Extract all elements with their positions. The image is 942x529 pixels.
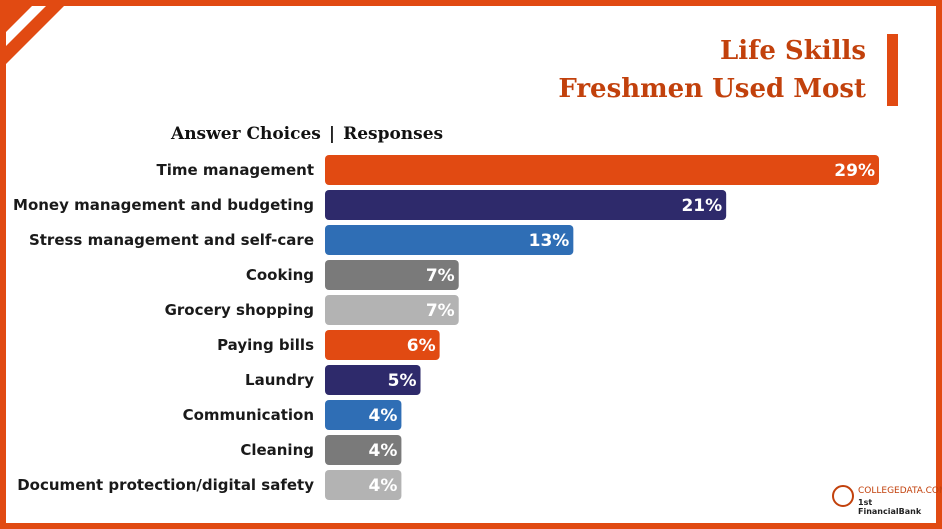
- bar-6: [325, 365, 421, 395]
- bar-2: [325, 225, 574, 255]
- value-label-5: 6%: [407, 336, 436, 356]
- category-label-7: Communication: [183, 406, 314, 424]
- value-label-8: 4%: [369, 441, 398, 461]
- category-label-9: Document protection/digital safety: [17, 476, 314, 494]
- bar-0: [325, 155, 879, 185]
- category-label-5: Paying bills: [217, 336, 314, 354]
- value-label-1: 21%: [681, 196, 722, 216]
- seal-icon: [832, 485, 854, 507]
- title-line-2: Freshmen Used Most: [558, 74, 866, 104]
- value-label-3: 7%: [426, 266, 455, 286]
- value-label-9: 4%: [369, 476, 398, 496]
- logo-collegedata: COLLEGEDATA.COM: [858, 486, 942, 496]
- bar-7: [325, 400, 402, 430]
- bar-9: [325, 470, 402, 500]
- chart-title: Life Skills Freshmen Used Most: [558, 32, 866, 108]
- bar-1: [325, 190, 727, 220]
- category-label-1: Money management and budgeting: [13, 196, 314, 214]
- bar-8: [325, 435, 402, 465]
- logo-financialbank: 1st FinancialBank: [858, 498, 922, 516]
- bar-5: [325, 330, 440, 360]
- column-header: Answer Choices | Responses: [171, 124, 443, 144]
- title-accent-bar: [887, 34, 898, 106]
- bar-3: [325, 260, 459, 290]
- category-label-3: Cooking: [246, 266, 314, 284]
- value-label-6: 5%: [388, 371, 417, 391]
- corner-stripes-decoration: [6, 6, 64, 64]
- category-label-8: Cleaning: [240, 441, 314, 459]
- value-label-0: 29%: [834, 161, 875, 181]
- title-line-1: Life Skills: [720, 36, 866, 66]
- category-label-6: Laundry: [245, 371, 314, 389]
- category-label-2: Stress management and self-care: [29, 231, 314, 249]
- category-label-4: Grocery shopping: [165, 301, 314, 319]
- value-label-4: 7%: [426, 301, 455, 321]
- header-divider: |: [328, 124, 336, 144]
- value-label-7: 4%: [369, 406, 398, 426]
- bar-4: [325, 295, 459, 325]
- header-responses: Responses: [343, 124, 444, 144]
- sponsor-logo: COLLEGEDATA.COM 1st FinancialBank: [832, 485, 942, 516]
- header-answer-choices: Answer Choices: [171, 124, 321, 144]
- value-label-2: 13%: [529, 231, 570, 251]
- category-label-0: Time management: [156, 161, 314, 179]
